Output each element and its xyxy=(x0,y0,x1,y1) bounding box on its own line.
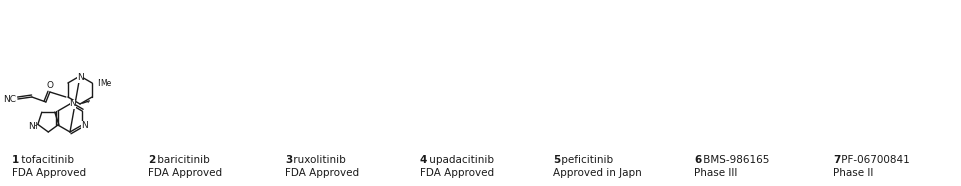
Text: N: N xyxy=(77,73,84,83)
Text: 2: 2 xyxy=(148,155,156,165)
Text: tofacitinib: tofacitinib xyxy=(17,155,73,165)
Text: FDA Approved: FDA Approved xyxy=(420,168,494,178)
Text: peficitinib: peficitinib xyxy=(558,155,614,165)
Text: N: N xyxy=(69,100,76,108)
Text: Me: Me xyxy=(101,78,111,87)
Text: FDA Approved: FDA Approved xyxy=(285,168,359,178)
Text: Approved in Japn: Approved in Japn xyxy=(553,168,642,178)
Text: 5: 5 xyxy=(553,155,560,165)
Text: FDA Approved: FDA Approved xyxy=(148,168,222,178)
Text: 1: 1 xyxy=(12,155,19,165)
Text: baricitinib: baricitinib xyxy=(154,155,209,165)
Text: 3: 3 xyxy=(285,155,292,165)
Text: O: O xyxy=(46,81,54,89)
Text: Phase III: Phase III xyxy=(694,168,737,178)
Text: Phase II: Phase II xyxy=(833,168,874,178)
Text: 7: 7 xyxy=(833,155,840,165)
Text: 4: 4 xyxy=(420,155,428,165)
Text: H: H xyxy=(31,122,37,131)
Text: NC: NC xyxy=(3,94,16,103)
Text: N: N xyxy=(29,122,36,131)
Text: •: • xyxy=(86,102,89,106)
Text: BMS-986165: BMS-986165 xyxy=(700,155,769,165)
Text: FDA Approved: FDA Approved xyxy=(12,168,86,178)
Text: 6: 6 xyxy=(694,155,702,165)
Text: PF-06700841: PF-06700841 xyxy=(839,155,910,165)
Text: N: N xyxy=(81,121,87,129)
Text: upadacitinib: upadacitinib xyxy=(426,155,494,165)
Text: N: N xyxy=(97,78,104,87)
Text: ruxolitinib: ruxolitinib xyxy=(290,155,346,165)
